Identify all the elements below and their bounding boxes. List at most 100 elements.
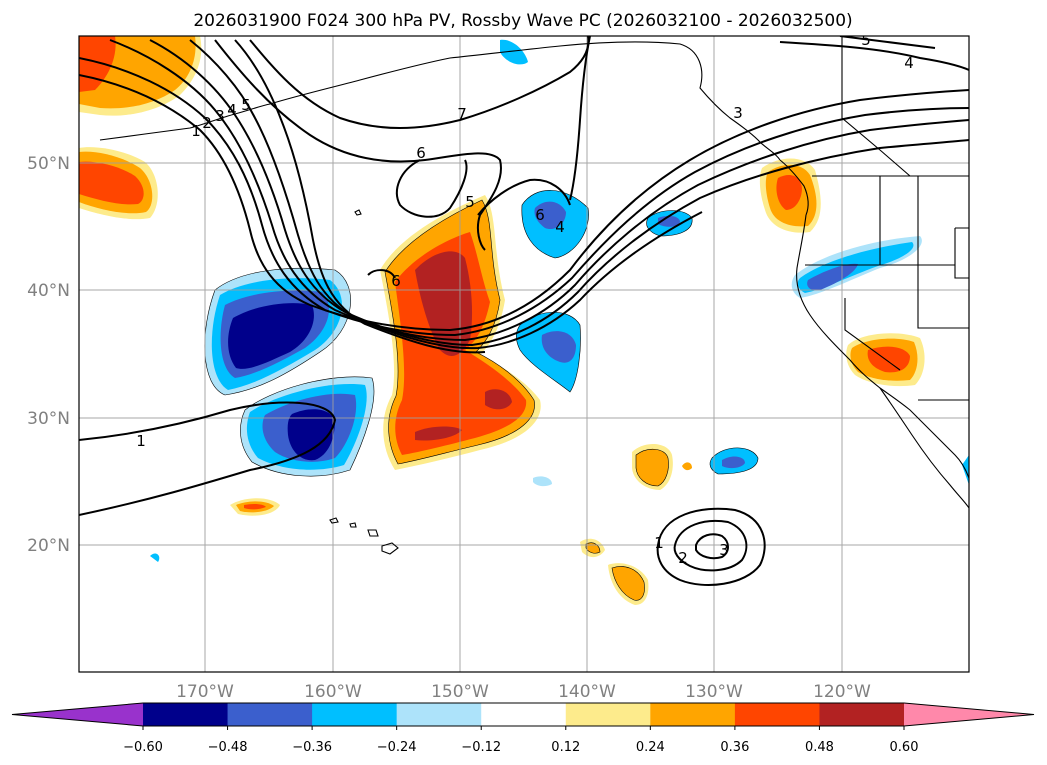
contour-label: 2 xyxy=(202,114,212,132)
colorbar-segments xyxy=(11,702,1035,727)
contour-label: 5 xyxy=(241,96,251,114)
state-border-6 xyxy=(844,298,901,371)
state-border-5 xyxy=(954,227,969,279)
map-gridlines xyxy=(79,36,969,672)
colorbar-ticks: −0.60 −0.48 −0.36 −0.24 −0.12 0.12 0.24 0.36 0.4… xyxy=(123,726,918,755)
anomaly-neg4-mid xyxy=(534,201,566,230)
colorbar-segment xyxy=(565,703,651,726)
contour-7-top xyxy=(249,36,590,129)
pv-contours xyxy=(79,36,969,586)
contour-high-3 xyxy=(695,533,729,560)
anomaly-pos-darkred3 xyxy=(415,426,462,441)
contour-label: 4 xyxy=(555,218,565,236)
lon-tick-label: 130°W xyxy=(685,682,743,702)
lon-tick-labels: 170°W 160°W 150°W 140°W 130°W 120°W xyxy=(176,682,871,702)
contour-2 xyxy=(79,57,969,337)
contour-high-1 xyxy=(656,507,766,586)
lon-tick-label: 150°W xyxy=(431,682,489,702)
contour-1-north xyxy=(79,74,969,332)
contour-4 xyxy=(149,39,969,347)
colorbar: −0.60 −0.48 −0.36 −0.24 −0.12 0.12 0.24 0.36 0.4… xyxy=(11,702,1035,755)
contour-label: 2 xyxy=(678,549,688,567)
colorbar-tick-label: −0.12 xyxy=(461,740,501,755)
map-panel: 1 1 2 3 4 5 6 7 6 5 4 3 2 1 6 5 4 3 xyxy=(79,31,969,672)
lon-tick-label: 120°W xyxy=(813,682,871,702)
contour-4-ne xyxy=(779,41,969,71)
contour-label: 4 xyxy=(227,101,237,119)
lat-tick-labels: 20°N 30°N 40°N 50°N xyxy=(27,154,70,556)
alaska-coast xyxy=(269,41,781,161)
anomaly-neg2-dark xyxy=(287,409,335,461)
contour-6-small xyxy=(367,269,396,279)
contour-label: 6 xyxy=(416,144,426,162)
colorbar-segment xyxy=(819,703,905,726)
map-frame xyxy=(78,35,970,673)
colorbar-segment xyxy=(481,703,567,726)
pv-filled-anomalies xyxy=(79,36,969,605)
contour-high-2 xyxy=(673,519,748,572)
anomaly-pos-s5 xyxy=(682,462,692,471)
colorbar-extend-min xyxy=(12,703,143,726)
anomaly-neg10 xyxy=(150,553,160,562)
contour-label: 6 xyxy=(391,272,401,290)
baja-coast xyxy=(879,387,969,509)
contour-4-east xyxy=(569,36,591,201)
contour-6 xyxy=(234,39,486,354)
lat-tick-label: 30°N xyxy=(27,409,70,429)
colorbar-segment xyxy=(143,703,229,726)
lon-tick-label: 170°W xyxy=(176,682,234,702)
contour-6-loop xyxy=(395,159,468,218)
contour-label: 4 xyxy=(904,54,914,72)
colorbar-tick-label: −0.24 xyxy=(377,740,417,755)
contour-1-south xyxy=(79,401,337,516)
anomaly-pos-s4-red xyxy=(244,503,266,510)
colorbar-extend-max xyxy=(904,703,1034,726)
colorbar-tick-label: 0.36 xyxy=(720,740,749,755)
contour-label: 3 xyxy=(719,541,729,559)
colorbar-tick-label: 0.60 xyxy=(890,740,919,755)
aleutian-chain xyxy=(99,103,271,141)
anomaly-pos-nw-red xyxy=(79,36,116,92)
contour-label: 7 xyxy=(457,105,467,123)
lat-tick-label: 40°N xyxy=(27,281,70,301)
contour-5-loop xyxy=(477,178,571,216)
contour-label: 3 xyxy=(215,107,225,125)
contour-label: 1 xyxy=(654,534,664,552)
anomaly-neg-dark xyxy=(228,303,314,369)
lat-tick-label: 50°N xyxy=(27,154,70,174)
anomaly-neg3-mid xyxy=(541,331,576,363)
contour-labels: 1 1 2 3 4 5 6 7 6 5 4 3 2 1 6 5 4 3 xyxy=(136,31,914,567)
contour-label: 3 xyxy=(733,104,743,122)
colorbar-tick-label: −0.36 xyxy=(292,740,332,755)
colorbar-tick-label: 0.12 xyxy=(551,740,580,755)
island-near-dateline xyxy=(354,209,362,216)
colorbar-segment xyxy=(734,703,820,726)
anomaly-pos-s1-orange xyxy=(635,449,669,487)
anomaly-pos-darkred2 xyxy=(485,389,512,410)
lon-tick-label: 160°W xyxy=(304,682,362,702)
contour-6-top xyxy=(214,39,502,251)
colorbar-tick-label: −0.48 xyxy=(208,740,248,755)
state-border-1 xyxy=(841,36,911,177)
anomaly-pos-e-red xyxy=(867,346,910,373)
colorbar-segment xyxy=(650,703,736,726)
state-border-4 xyxy=(917,176,969,329)
anomaly-neg8 xyxy=(500,39,528,65)
anomaly-pos-ne-red xyxy=(776,175,802,210)
contour-label: 5 xyxy=(861,31,871,49)
colorbar-tick-label: 0.24 xyxy=(636,740,665,755)
anomaly-neg7-mid xyxy=(807,263,858,291)
colorbar-tick-label: −0.60 xyxy=(123,740,163,755)
lon-tick-label: 140°W xyxy=(558,682,616,702)
colorbar-segment xyxy=(227,703,313,726)
anomaly-neg9 xyxy=(533,476,552,487)
hawaii-islands xyxy=(329,517,399,555)
colorbar-segment xyxy=(396,703,482,726)
lat-tick-label: 20°N xyxy=(27,536,70,556)
contour-label: 5 xyxy=(465,193,475,211)
contour-3 xyxy=(109,39,969,342)
colorbar-segment xyxy=(312,703,398,726)
contour-label: 6 xyxy=(535,206,545,224)
us-west-coast xyxy=(796,214,969,479)
